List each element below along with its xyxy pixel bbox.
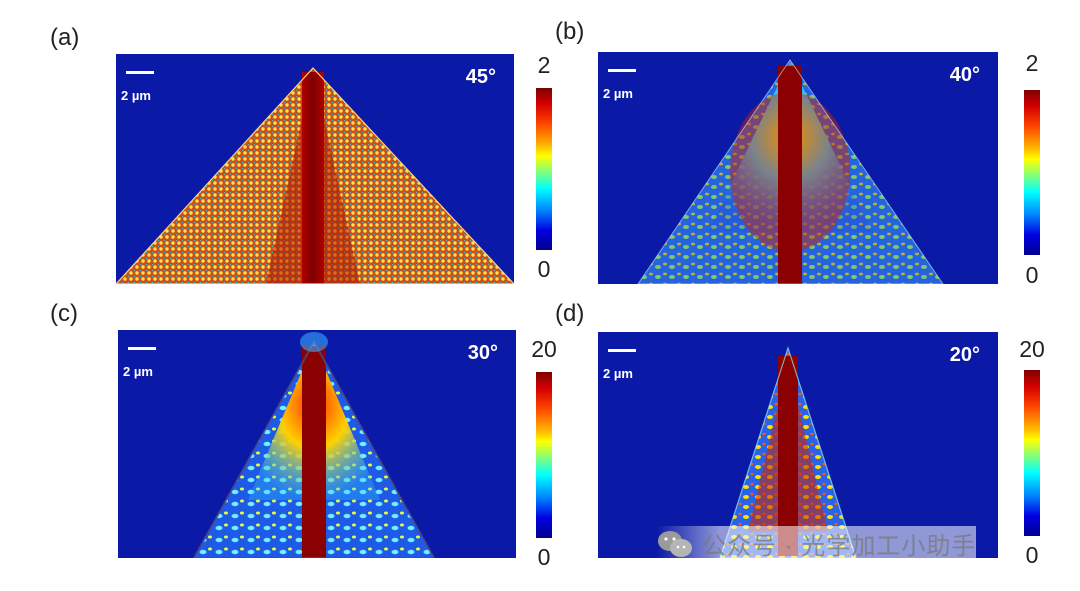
colorbar-max-d: 20 [1019,336,1045,362]
scale-bar-d [608,349,636,352]
colorbar-c [536,372,552,538]
colorbar-max-b: 2 [1025,50,1039,76]
field-plot-c [192,332,436,558]
simulation-map-d: 2 µm 20° [598,332,998,558]
central-hotspot-b [778,66,802,284]
scale-bar-c [128,347,156,350]
field-plot-b [637,59,944,284]
watermark-text: 公众号 · 光学加工小助手 [702,533,977,560]
panel-label-d: (d) [555,300,585,327]
colorbar-min-c: 0 [537,544,551,570]
panel-label-b: (b) [555,18,585,45]
simulation-map-c: 2 µm 30° [118,330,516,558]
angle-label-a: 45° [465,66,496,88]
angle-label-b: 40° [949,64,980,86]
scale-bar-a [126,71,154,74]
colorbar-min-a: 0 [537,256,551,282]
colorbar-min-d: 0 [1025,542,1039,568]
field-plot-a [116,67,514,284]
field-plot-d [719,346,857,558]
angle-label-c: 30° [467,342,498,364]
watermark: 公众号 · 光学加工小助手 [656,526,977,561]
panel-label-a: (a) [50,24,80,51]
scale-bar-label-d: 2 µm [603,366,633,381]
scale-bar-label-a: 2 µm [121,88,151,103]
central-hotspot-d [778,356,798,556]
scale-bar-b [608,69,636,72]
colorbar-min-b: 0 [1025,262,1039,288]
central-hotspot-a [302,72,324,284]
colorbar-max-c: 20 [531,336,557,362]
wechat-icon [658,530,692,557]
simulation-map-b: 2 µm 40° [598,52,998,284]
angle-label-d: 20° [949,344,980,366]
colorbar-a [536,88,552,250]
scale-bar-label-c: 2 µm [123,364,153,379]
colorbar-b [1024,90,1040,255]
central-hotspot-c [302,346,326,558]
scale-bar-label-b: 2 µm [603,86,633,101]
simulation-map-a: 2 µm 45° [116,54,514,284]
colorbar-d [1024,370,1040,536]
colorbar-max-a: 2 [537,52,551,78]
panel-label-c: (c) [50,300,78,327]
